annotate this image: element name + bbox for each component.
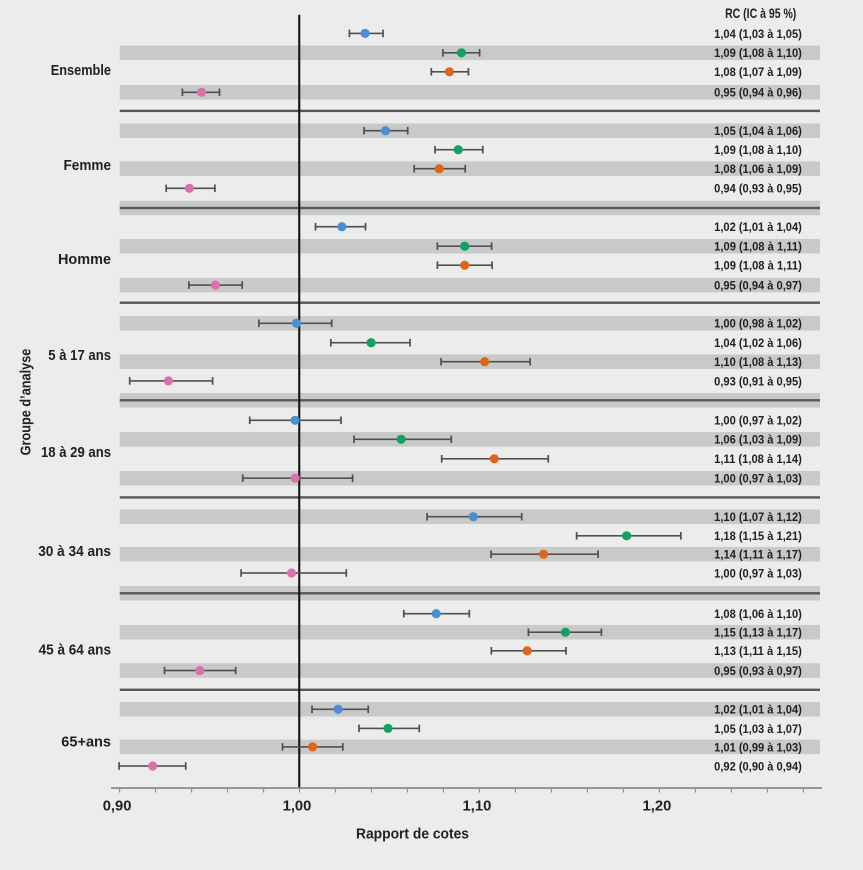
svg-text:Rapport de cotes: Rapport de cotes <box>356 826 469 843</box>
svg-text:1,14 (1,11 à 1,17): 1,14 (1,11 à 1,17) <box>714 548 802 562</box>
svg-text:1,18 (1,15 à 1,21): 1,18 (1,15 à 1,21) <box>714 529 802 543</box>
svg-text:1,01 (0,99 à 1,03): 1,01 (0,99 à 1,03) <box>714 740 802 754</box>
svg-text:1,05 (1,04 à 1,06): 1,05 (1,04 à 1,06) <box>714 124 802 138</box>
svg-text:1,02 (1,01 à 1,04): 1,02 (1,01 à 1,04) <box>714 703 802 717</box>
svg-text:1,05 (1,03 à 1,07): 1,05 (1,03 à 1,07) <box>714 722 802 736</box>
svg-text:1,00 (0,97 à 1,02): 1,00 (0,97 à 1,02) <box>714 414 802 428</box>
svg-text:0,95 (0,94 à 0,97): 0,95 (0,94 à 0,97) <box>714 279 802 293</box>
svg-text:1,09 (1,08 à 1,10): 1,09 (1,08 à 1,10) <box>714 143 802 157</box>
svg-text:0,95 (0,94 à 0,96): 0,95 (0,94 à 0,96) <box>714 86 802 100</box>
svg-text:1,10 (1,07 à 1,12): 1,10 (1,07 à 1,12) <box>714 510 802 524</box>
svg-text:1,00 (0,98 à 1,02): 1,00 (0,98 à 1,02) <box>714 317 802 331</box>
svg-text:Groupe d’analyse: Groupe d’analyse <box>18 349 35 456</box>
svg-text:1,00 (0,97 à 1,03): 1,00 (0,97 à 1,03) <box>714 472 802 486</box>
svg-text:Ensemble: Ensemble <box>51 62 111 79</box>
svg-text:18 à 29 ans: 18 à 29 ans <box>41 444 111 461</box>
svg-text:45 à 64 ans: 45 à 64 ans <box>39 642 111 659</box>
svg-text:0,90: 0,90 <box>103 798 132 815</box>
svg-text:Femme: Femme <box>64 157 112 174</box>
svg-text:1,04 (1,02 à 1,06): 1,04 (1,02 à 1,06) <box>714 336 802 350</box>
svg-text:1,15 (1,13 à 1,17): 1,15 (1,13 à 1,17) <box>714 626 802 640</box>
svg-text:1,09 (1,08 à 1,11): 1,09 (1,08 à 1,11) <box>714 259 802 273</box>
svg-text:1,10: 1,10 <box>463 798 492 815</box>
svg-text:0,92 (0,90 à 0,94): 0,92 (0,90 à 0,94) <box>714 759 802 773</box>
svg-text:0,95 (0,93 à 0,97): 0,95 (0,93 à 0,97) <box>714 664 802 678</box>
svg-text:Homme: Homme <box>58 251 111 268</box>
svg-text:5 à 17 ans: 5 à 17 ans <box>48 347 111 364</box>
svg-text:0,93 (0,91 à 0,95): 0,93 (0,91 à 0,95) <box>714 374 802 388</box>
svg-text:1,11 (1,08 à 1,14): 1,11 (1,08 à 1,14) <box>714 452 802 466</box>
svg-text:RC (IC à 95 %): RC (IC à 95 %) <box>725 5 796 21</box>
svg-text:1,00 (0,97 à 1,03): 1,00 (0,97 à 1,03) <box>714 566 802 580</box>
svg-text:1,00: 1,00 <box>283 798 312 815</box>
svg-text:1,08 (1,07 à 1,09): 1,08 (1,07 à 1,09) <box>714 65 802 79</box>
svg-text:1,09 (1,08 à 1,10): 1,09 (1,08 à 1,10) <box>714 46 802 60</box>
svg-text:1,02 (1,01 à 1,04): 1,02 (1,01 à 1,04) <box>714 220 802 234</box>
svg-text:1,10 (1,08 à 1,13): 1,10 (1,08 à 1,13) <box>714 355 802 369</box>
svg-text:1,04 (1,03 à 1,05): 1,04 (1,03 à 1,05) <box>714 27 802 41</box>
svg-text:1,08 (1,06 à 1,09): 1,08 (1,06 à 1,09) <box>714 162 802 176</box>
svg-text:0,94 (0,93 à 0,95): 0,94 (0,93 à 0,95) <box>714 182 802 196</box>
svg-text:1,13 (1,11 à 1,15): 1,13 (1,11 à 1,15) <box>714 644 802 658</box>
svg-text:1,06 (1,03 à 1,09): 1,06 (1,03 à 1,09) <box>714 433 802 447</box>
svg-text:30 à 34 ans: 30 à 34 ans <box>38 543 111 560</box>
svg-text:1,20: 1,20 <box>643 798 672 815</box>
svg-text:1,08 (1,06 à 1,10): 1,08 (1,06 à 1,10) <box>714 607 802 621</box>
svg-text:1,09 (1,08 à 1,11): 1,09 (1,08 à 1,11) <box>714 240 802 254</box>
svg-text:65+ans: 65+ans <box>61 734 111 751</box>
